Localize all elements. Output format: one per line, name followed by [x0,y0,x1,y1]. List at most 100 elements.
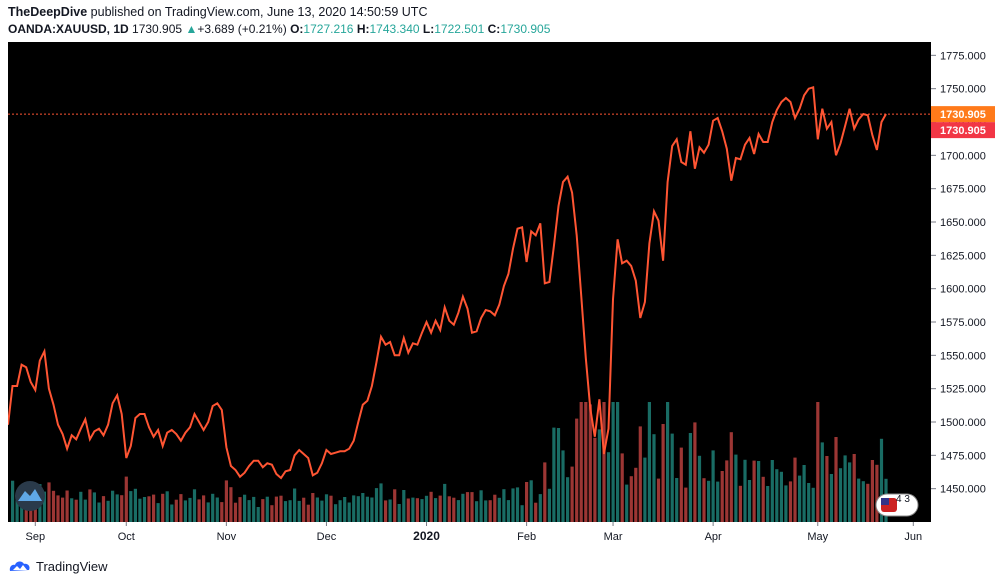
volume-bar [293,488,297,522]
volume-bar [493,494,497,522]
volume-bar [766,486,770,522]
volume-bar [311,493,315,522]
volume-bar [97,502,101,522]
volume-bar [256,507,260,522]
volume-bar [602,402,606,522]
volume-bar [274,496,278,522]
volume-bar [147,496,151,522]
price-badge [931,106,995,123]
time-axis-svg[interactable]: Sep Oct Nov Dec 2020 Feb Mar Apr May Jun [8,522,931,552]
volume-bar [757,461,761,522]
volume-bar [638,426,642,522]
volume-bar [625,484,629,522]
y-tick-label: 1625.000 [940,250,986,262]
volume-bar [456,500,460,522]
volume-bar [361,493,365,522]
volume-bar [229,487,233,522]
high-label: H: [356,22,370,36]
y-tick-label: 1700.000 [940,150,986,162]
volume-bar [511,488,515,522]
volume-bar [697,455,702,522]
volume-bar [716,481,720,522]
volume-bar [101,496,106,522]
volume-bar [220,502,224,522]
volume-bar [120,495,124,522]
volume-bar [743,459,747,522]
volume-bar [784,485,788,522]
volume-bar [142,497,147,522]
volume-bar [761,476,765,522]
volume-bar [529,480,533,522]
volume-bar [465,492,470,522]
volume-bar [479,490,483,522]
volume-bar [534,502,538,522]
volume-bar [279,495,283,522]
symbol-label: OANDA:XAUUSD, 1D [8,22,129,36]
volume-bar [488,500,492,522]
tradingview-brand-label: TradingView [36,558,108,574]
volume-bar [666,402,670,522]
volume-bar [816,402,820,522]
volume-bar [570,466,574,522]
chart-plot-svg[interactable]: 4 3 [7,42,931,523]
volume-bar [866,483,870,522]
volume-bar [297,500,301,522]
volume-bar [652,434,656,522]
volume-bar [24,500,28,522]
volume-bar [356,496,360,522]
volume-bar [552,427,556,522]
volume-bar [47,482,51,522]
volume-bar [70,498,74,522]
footer-brand[interactable]: TradingView [8,558,108,574]
volume-bar [770,460,774,522]
volume-bar [779,471,783,522]
volume-bar [11,480,15,522]
y-tick-label: 1500.000 [940,417,986,429]
volume-bar [161,493,165,522]
volume-bar [829,474,833,522]
volume-bar [411,497,415,522]
volume-bar [843,455,847,522]
volume-bar [306,504,310,522]
volume-bar [852,454,856,522]
volume-bar [33,500,37,522]
volume-bar [611,402,615,522]
volume-bar [329,495,333,522]
events-count: 4 3 [896,494,910,505]
x-tick-label: 2020 [413,529,440,543]
volume-bar [566,477,570,522]
volume-bar [515,487,520,522]
open-value: 1727.216 [303,22,354,36]
volume-bar [393,489,397,522]
volume-bar [188,497,192,522]
volume-bar [42,491,46,522]
volume-bar [747,480,752,522]
price-axis-svg[interactable]: 1450.000 1475.000 1500.000 1525.000 1550.000… [931,42,1006,522]
volume-bar [61,497,65,522]
volume-bar [738,485,742,522]
volume-bar [834,437,838,522]
volume-bar [324,494,329,522]
x-tick-label: Oct [118,531,135,543]
volume-bar [475,501,479,522]
price-axis[interactable]: 1450.000 1475.000 1500.000 1525.000 1550.000… [931,42,1006,522]
volume-bar [875,464,879,522]
volume-bar [447,496,451,522]
volume-bar [434,498,438,522]
volume-bar [124,476,128,522]
time-axis[interactable]: Sep Oct Nov Dec 2020 Feb Mar Apr May Jun [8,522,931,552]
volume-bar [384,500,388,522]
volume-bar [402,490,406,522]
volume-bar [365,496,369,522]
volume-bar [820,442,824,522]
volume-bar [92,492,96,522]
chart-plot-area[interactable]: 4 3 [7,42,931,523]
volume-bar [261,499,265,522]
change-value: +3.689 (+0.21%) [197,22,287,36]
volume-bar [302,497,306,522]
volume-bar [857,478,861,522]
volume-bar [484,500,488,522]
volume-bar [752,460,756,522]
volume-bar [247,500,251,522]
volume-bar [243,494,247,522]
